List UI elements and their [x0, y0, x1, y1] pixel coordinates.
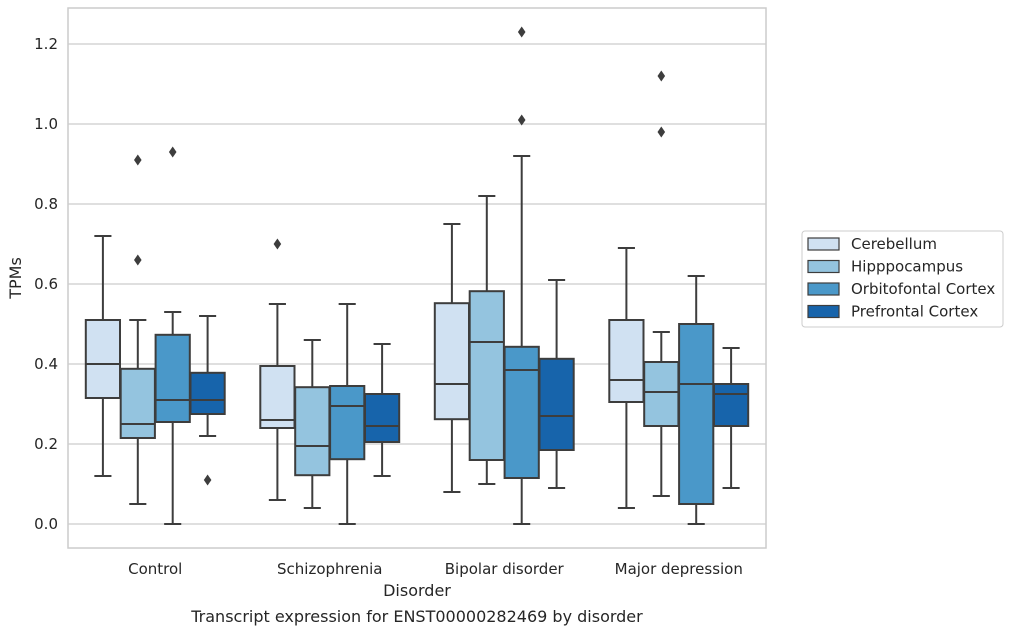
y-tick-label: 0.2: [34, 435, 58, 453]
box: [712, 347, 750, 489]
legend-swatch: [807, 259, 840, 274]
box-body: [119, 367, 156, 439]
box: [119, 154, 156, 505]
box: [433, 223, 471, 493]
box: [84, 235, 122, 477]
box: [538, 279, 575, 489]
box-body: [154, 333, 191, 423]
box: [678, 275, 715, 525]
box: [259, 238, 296, 501]
box: [643, 70, 680, 497]
box-body: [678, 323, 715, 505]
outlier-point: [657, 70, 666, 82]
outlier-point: [517, 114, 526, 126]
box-body: [538, 357, 575, 451]
legend-swatch: [807, 304, 840, 319]
legend-label: Hipppocampus: [851, 258, 963, 276]
y-tick-label: 0.0: [34, 515, 58, 533]
box-body: [363, 393, 401, 443]
x-tick-labels: Control Schizophrenia Bipolar disorder Majo…: [128, 560, 743, 578]
y-tick-label: 0.4: [34, 355, 58, 373]
box: [294, 339, 331, 509]
legend-label: Cerebellum: [851, 235, 937, 253]
box-body: [84, 319, 122, 399]
box: [329, 303, 366, 525]
box: [503, 26, 540, 525]
box-series: [84, 26, 750, 525]
outlier-point: [657, 126, 666, 138]
outlier-point: [134, 254, 142, 266]
outlier-point: [273, 238, 282, 250]
x-tick-label: Bipolar disorder: [445, 560, 565, 578]
box-body: [433, 302, 471, 421]
chart-caption: Transcript expression for ENST0000028246…: [190, 607, 643, 626]
plot-frame: [67, 7, 767, 549]
box: [468, 195, 505, 485]
y-axis-title: TPMs: [6, 257, 25, 300]
y-tick-label: 1.0: [34, 115, 58, 133]
legend-swatch: [807, 282, 840, 296]
legend-label: Orbitofontal Cortex: [851, 280, 995, 298]
box: [189, 315, 226, 486]
outlier-point: [203, 474, 212, 486]
box: [608, 247, 645, 509]
box-body: [643, 361, 680, 427]
legend-swatch: [807, 237, 840, 251]
y-tick-label: 0.6: [34, 275, 58, 293]
box-body: [329, 385, 366, 461]
box-body: [503, 345, 540, 479]
box-body: [608, 319, 645, 403]
x-axis-title: Disorder: [383, 581, 451, 600]
y-tick-labels: 0.0 0.2 0.4 0.6 0.8 1.0 1.2: [34, 35, 58, 533]
outlier-point: [168, 146, 177, 158]
box-body: [259, 365, 296, 429]
box-body: [294, 386, 331, 477]
legend: Cerebellum Hipppocampus Orbitofontal Corte…: [801, 230, 1004, 328]
x-tick-label: Schizophrenia: [277, 560, 382, 578]
box: [154, 146, 191, 525]
box: [363, 343, 401, 477]
legend-label: Prefrontal Cortex: [851, 303, 978, 321]
outlier-point: [134, 154, 142, 166]
y-tick-label: 1.2: [34, 35, 58, 53]
box-body: [712, 383, 750, 427]
x-tick-label: Major depression: [615, 560, 743, 578]
legend-frame: [801, 230, 1004, 328]
x-tick-label: Control: [128, 560, 182, 578]
y-tick-label: 0.8: [34, 195, 58, 213]
outlier-point: [517, 26, 526, 38]
box-body: [189, 371, 226, 415]
box-body: [468, 290, 505, 462]
